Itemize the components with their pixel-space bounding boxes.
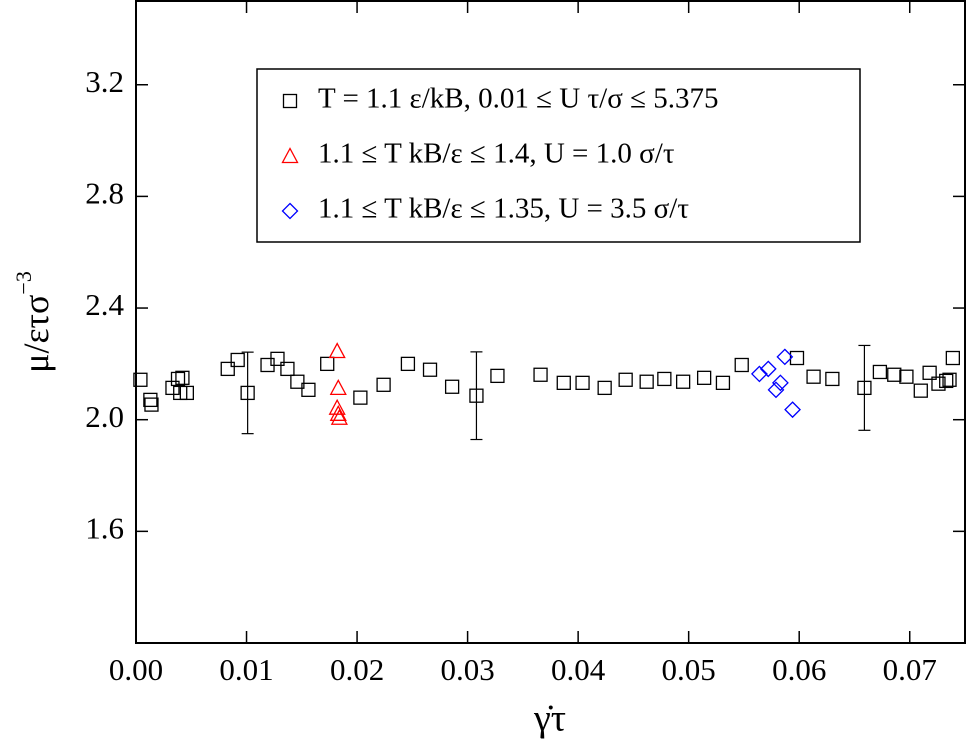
point xyxy=(353,390,368,405)
point xyxy=(597,380,612,396)
point xyxy=(784,401,801,419)
point xyxy=(872,364,888,380)
legend-label: T = 1.1 ε/kB, 0.01 ≤ U τ/σ ≤ 5.375 xyxy=(318,83,719,115)
point xyxy=(899,369,914,384)
point xyxy=(922,365,937,380)
legend-label: 1.1 ≤ T kB/ε ≤ 1.4, U = 1.0 σ/τ xyxy=(318,138,675,170)
point xyxy=(789,350,805,366)
x-tick-label: 0.07 xyxy=(883,652,937,687)
point xyxy=(230,352,245,368)
point xyxy=(857,380,872,396)
point xyxy=(533,367,548,382)
point xyxy=(329,404,347,421)
point xyxy=(290,374,305,389)
point xyxy=(618,372,633,387)
point xyxy=(767,381,785,399)
point xyxy=(270,351,285,366)
y-tick-label: 1.6 xyxy=(85,510,124,545)
point xyxy=(887,367,902,382)
x-tick-label: 0.06 xyxy=(772,652,826,687)
point xyxy=(945,350,960,366)
legend-label: 1.1 ≤ T kB/ε ≤ 1.35, U = 3.5 σ/τ xyxy=(318,193,689,225)
point xyxy=(734,357,749,373)
legend-marker xyxy=(282,93,298,109)
point xyxy=(657,371,672,387)
point xyxy=(220,361,235,377)
point xyxy=(170,371,186,387)
point xyxy=(715,375,731,391)
point xyxy=(175,370,190,385)
point xyxy=(490,368,505,384)
point xyxy=(400,356,416,372)
point xyxy=(639,374,654,389)
point xyxy=(556,375,571,391)
x-tick-label: 0.02 xyxy=(330,652,384,687)
y-label-sup: −3 xyxy=(11,271,36,294)
point xyxy=(133,372,148,387)
point xyxy=(376,377,391,392)
point xyxy=(422,362,438,377)
point xyxy=(320,356,335,372)
point xyxy=(330,408,348,425)
legend-box xyxy=(256,68,861,243)
point xyxy=(806,369,821,384)
point xyxy=(280,361,295,377)
legend-marker xyxy=(281,202,299,220)
point xyxy=(301,382,316,397)
y-tick-label: 3.2 xyxy=(85,64,124,99)
point xyxy=(771,374,789,392)
point xyxy=(696,370,712,385)
point xyxy=(143,392,158,408)
point xyxy=(931,376,946,391)
y-axis-label: μ/ετσ−3 xyxy=(11,271,56,373)
legend-marker xyxy=(281,147,299,164)
y-tick-label: 2.0 xyxy=(85,399,124,434)
point xyxy=(329,378,347,396)
point xyxy=(776,348,794,366)
point xyxy=(469,388,484,403)
point xyxy=(675,374,691,389)
point xyxy=(759,360,777,378)
point xyxy=(942,372,957,387)
point xyxy=(913,383,928,398)
y-tick-label: 2.8 xyxy=(85,176,124,211)
plot-frame xyxy=(135,0,966,644)
y-tick-label: 2.4 xyxy=(85,287,124,322)
point xyxy=(444,379,460,394)
x-tick-label: 0.05 xyxy=(662,652,716,687)
point xyxy=(240,385,255,401)
x-tick-label: 0.04 xyxy=(551,652,606,687)
point xyxy=(144,397,159,412)
x-tick-label: 0.03 xyxy=(440,652,494,687)
x-tick-label: 0.01 xyxy=(219,652,273,687)
point xyxy=(939,373,954,389)
y-label-main: μ/ετσ xyxy=(16,295,56,373)
point xyxy=(575,375,590,391)
point xyxy=(165,380,180,396)
x-axis-label: γ̇τ xyxy=(533,698,566,740)
point xyxy=(825,371,840,387)
point xyxy=(179,385,194,401)
point xyxy=(328,342,346,359)
point xyxy=(750,365,768,383)
x-tick-label: 0.00 xyxy=(109,652,163,687)
